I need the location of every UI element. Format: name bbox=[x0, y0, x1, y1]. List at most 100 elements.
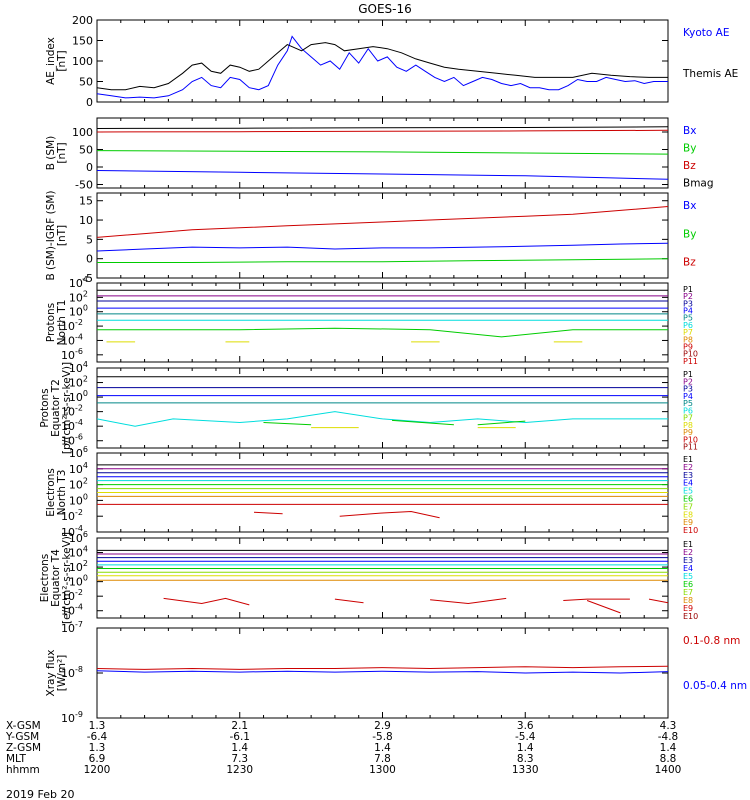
y-axis-label: AE_index bbox=[45, 37, 57, 85]
ephemeris-value: 1.4 bbox=[660, 742, 677, 754]
legend-label: P3 bbox=[683, 385, 693, 394]
y-axis-label: North T1 bbox=[56, 300, 68, 346]
y-tick-exponent: -2 bbox=[75, 588, 83, 597]
legend-label: P3 bbox=[683, 299, 693, 308]
series-fragment bbox=[263, 422, 312, 426]
panel-frame bbox=[96, 627, 669, 719]
legend-label: P6 bbox=[683, 406, 693, 415]
y-tick-label: 10 bbox=[79, 214, 93, 227]
y-tick-exponent: 2 bbox=[83, 477, 88, 486]
legend-label: E5 bbox=[683, 487, 693, 496]
legend-label: E8 bbox=[683, 596, 693, 605]
series-Kyoto-AE bbox=[96, 35, 668, 99]
series-fragment bbox=[163, 597, 250, 606]
ephemeris-value: 1230 bbox=[226, 764, 253, 776]
legend-label: P1 bbox=[683, 370, 693, 379]
ephemeris-value: 3.6 bbox=[517, 720, 534, 732]
series-Bx bbox=[96, 242, 669, 252]
y-tick-label: 5 bbox=[86, 233, 93, 246]
y-tick-label: 104 bbox=[69, 275, 88, 290]
y-tick-label: -5 bbox=[82, 272, 93, 285]
legend-label: E9 bbox=[683, 518, 693, 527]
ephemeris-value: -4.8 bbox=[658, 731, 679, 743]
ephemeris-value: 7.8 bbox=[374, 753, 391, 765]
ephemeris-label: hhmm bbox=[6, 764, 40, 776]
y-tick-exponent: -6 bbox=[75, 433, 83, 442]
y-tick-label: -50 bbox=[75, 179, 93, 192]
y-tick-label: 106 bbox=[69, 445, 88, 460]
legend-label: 0.1-0.8 nm bbox=[683, 635, 740, 647]
y-tick-exponent: -6 bbox=[75, 347, 83, 356]
legend-label: Bz bbox=[683, 160, 696, 172]
y-tick-label: 0 bbox=[86, 96, 93, 109]
y-tick-label: 50 bbox=[79, 76, 93, 89]
y-axis-label: Xray flux bbox=[45, 650, 57, 697]
y-tick-exponent: -7 bbox=[75, 620, 83, 629]
legend-label: P5 bbox=[683, 314, 693, 323]
legend-label: E7 bbox=[683, 588, 693, 597]
legend-label: Bx bbox=[683, 200, 696, 212]
y-tick-exponent: 6 bbox=[83, 530, 88, 539]
y-tick-label: 50 bbox=[79, 144, 93, 157]
y-axis-label: [W/m²] bbox=[56, 655, 68, 692]
y-axis-label: [nT] bbox=[56, 225, 68, 246]
y-tick-label: 200 bbox=[72, 14, 93, 27]
y-tick-label: 102 bbox=[69, 477, 88, 492]
y-tick-label: 100 bbox=[69, 492, 88, 507]
ephemeris-value: 6.9 bbox=[89, 753, 106, 765]
legend-label: P11 bbox=[683, 443, 698, 452]
chart-title: GOES-16 bbox=[358, 2, 412, 16]
legend-label: By bbox=[683, 228, 696, 240]
y-axis-label: B (SM) bbox=[45, 136, 57, 170]
y-axis-label: [e/(cm²-s-sr-keV)] bbox=[61, 532, 73, 624]
ephemeris-value: 1.3 bbox=[89, 720, 106, 732]
ephemeris-value: -6.1 bbox=[230, 731, 251, 743]
legend-label: Bz bbox=[683, 257, 696, 269]
legend-label: E10 bbox=[683, 526, 698, 535]
ephemeris-value: 2.9 bbox=[374, 720, 391, 732]
legend-label: E1 bbox=[683, 540, 693, 549]
legend-label: E9 bbox=[683, 604, 693, 613]
y-tick-exponent: -2 bbox=[75, 404, 83, 413]
y-tick-label: 10-9 bbox=[61, 710, 83, 725]
y-tick-exponent: 2 bbox=[83, 375, 88, 384]
series-Bmag bbox=[96, 126, 669, 129]
series-Bz bbox=[96, 206, 669, 238]
y-axis-label: Equator T2 bbox=[50, 379, 62, 437]
legend-label: E3 bbox=[683, 471, 693, 480]
ephemeris-value: 1.3 bbox=[89, 742, 106, 754]
y-tick-exponent: 4 bbox=[83, 275, 88, 284]
ephemeris-value: 1.4 bbox=[374, 742, 391, 754]
y-tick-exponent: -4 bbox=[75, 603, 83, 612]
series-fragment bbox=[648, 598, 669, 604]
y-axis-label: Electrons bbox=[39, 554, 51, 603]
legend-label: Bmag bbox=[683, 178, 714, 190]
legend-label: E4 bbox=[683, 479, 693, 488]
ephemeris-value: 1400 bbox=[655, 764, 682, 776]
y-tick-label: 100 bbox=[69, 304, 88, 319]
y-tick-label: 10-7 bbox=[61, 620, 83, 635]
y-tick-exponent: 0 bbox=[83, 389, 88, 398]
legend-label: P8 bbox=[683, 421, 693, 430]
series-fragment bbox=[339, 510, 440, 519]
series-0-1-0-8-nm bbox=[96, 665, 669, 670]
y-tick-exponent: -4 bbox=[75, 418, 83, 427]
date-label: 2019 Feb 20 bbox=[6, 788, 74, 800]
legend-label: P5 bbox=[683, 399, 693, 408]
legend-label: P2 bbox=[683, 292, 693, 301]
series-P7 bbox=[97, 327, 668, 338]
series-fragment bbox=[430, 597, 507, 605]
y-axis-label: North T3 bbox=[56, 470, 68, 516]
series-fragment bbox=[586, 600, 621, 614]
ephemeris-value: 1300 bbox=[369, 764, 396, 776]
y-tick-exponent: 6 bbox=[83, 445, 88, 454]
y-axis-label: Equator T4 bbox=[50, 549, 62, 607]
ephemeris-value: 2.1 bbox=[231, 720, 248, 732]
panel-frame bbox=[96, 282, 669, 363]
ephemeris-value: -5.4 bbox=[515, 731, 536, 743]
legend-label: P7 bbox=[683, 414, 693, 423]
